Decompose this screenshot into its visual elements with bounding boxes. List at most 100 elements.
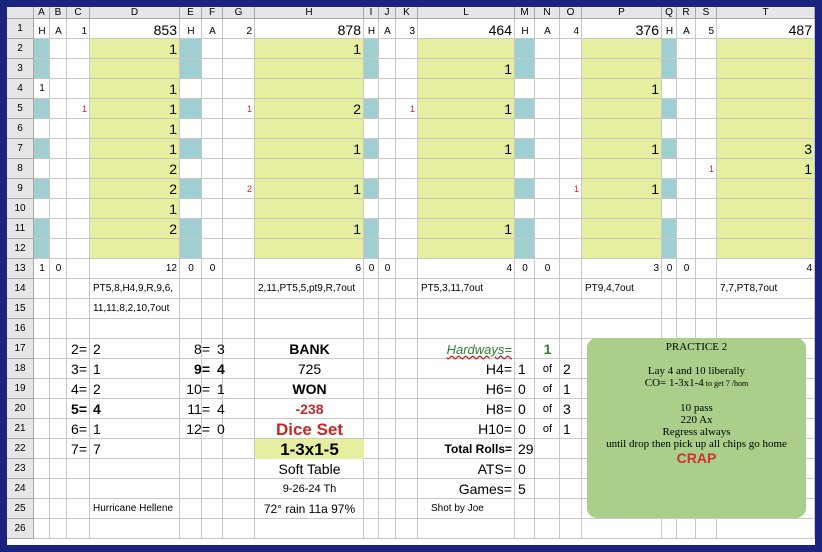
cell[interactable] bbox=[34, 39, 50, 59]
cell[interactable] bbox=[180, 319, 202, 339]
cell[interactable] bbox=[223, 319, 255, 339]
cell[interactable] bbox=[34, 99, 50, 119]
cell[interactable] bbox=[180, 179, 202, 199]
cell[interactable] bbox=[364, 19, 379, 39]
cell[interactable] bbox=[560, 439, 582, 459]
cell[interactable] bbox=[560, 199, 582, 219]
cell[interactable] bbox=[90, 499, 180, 519]
cell[interactable] bbox=[535, 399, 560, 419]
cell[interactable] bbox=[560, 219, 582, 239]
cell[interactable] bbox=[223, 479, 255, 499]
cell[interactable] bbox=[396, 99, 418, 119]
column-header-n[interactable]: N bbox=[535, 7, 560, 19]
cell[interactable] bbox=[515, 339, 535, 359]
cell[interactable] bbox=[396, 339, 418, 359]
cell[interactable] bbox=[223, 79, 255, 99]
cell[interactable] bbox=[582, 119, 662, 139]
cell[interactable] bbox=[364, 399, 379, 419]
cell[interactable] bbox=[582, 59, 662, 79]
row-header-21[interactable]: 21 bbox=[7, 419, 34, 439]
cell[interactable] bbox=[379, 139, 396, 159]
cell[interactable] bbox=[418, 219, 515, 239]
cell[interactable] bbox=[34, 339, 50, 359]
cell[interactable] bbox=[364, 199, 379, 219]
cell[interactable] bbox=[90, 519, 180, 539]
cell[interactable] bbox=[67, 499, 90, 519]
cell[interactable] bbox=[379, 439, 396, 459]
column-header-c[interactable]: C bbox=[67, 7, 90, 19]
cell[interactable] bbox=[677, 119, 696, 139]
cell[interactable] bbox=[202, 319, 223, 339]
cell[interactable] bbox=[90, 419, 180, 439]
cell[interactable] bbox=[202, 159, 223, 179]
cell[interactable] bbox=[90, 319, 180, 339]
cell[interactable] bbox=[515, 139, 535, 159]
row-header-15[interactable]: 15 bbox=[7, 299, 34, 319]
cell[interactable] bbox=[50, 239, 67, 259]
cell[interactable] bbox=[67, 519, 90, 539]
cell[interactable] bbox=[396, 239, 418, 259]
cell[interactable] bbox=[418, 399, 515, 419]
cell[interactable] bbox=[379, 159, 396, 179]
row-header-10[interactable]: 10 bbox=[7, 199, 34, 219]
cell[interactable] bbox=[90, 259, 180, 279]
cell[interactable] bbox=[50, 399, 67, 419]
cell[interactable] bbox=[67, 439, 90, 459]
cell[interactable] bbox=[34, 139, 50, 159]
cell[interactable] bbox=[515, 399, 535, 419]
cell[interactable] bbox=[379, 239, 396, 259]
cell[interactable] bbox=[560, 119, 582, 139]
cell[interactable] bbox=[560, 519, 582, 539]
cell[interactable] bbox=[34, 19, 50, 39]
cell[interactable] bbox=[560, 419, 582, 439]
column-header-a[interactable]: A bbox=[34, 7, 50, 19]
cell[interactable] bbox=[255, 59, 364, 79]
cell[interactable] bbox=[396, 119, 418, 139]
cell[interactable] bbox=[50, 519, 67, 539]
cell[interactable] bbox=[396, 179, 418, 199]
cell[interactable] bbox=[582, 319, 662, 339]
cell[interactable] bbox=[67, 419, 90, 439]
cell[interactable] bbox=[90, 179, 180, 199]
cell[interactable] bbox=[418, 99, 515, 119]
cell[interactable] bbox=[223, 59, 255, 79]
cell[interactable] bbox=[535, 179, 560, 199]
cell[interactable] bbox=[662, 279, 677, 299]
cell[interactable] bbox=[535, 499, 560, 519]
cell[interactable] bbox=[560, 139, 582, 159]
row-header-8[interactable]: 8 bbox=[7, 159, 34, 179]
cell[interactable] bbox=[662, 159, 677, 179]
cell[interactable] bbox=[396, 139, 418, 159]
cell[interactable] bbox=[364, 419, 379, 439]
cell[interactable] bbox=[67, 39, 90, 59]
cell[interactable] bbox=[582, 19, 662, 39]
row-header-20[interactable]: 20 bbox=[7, 399, 34, 419]
cell[interactable] bbox=[418, 519, 515, 539]
column-header-e[interactable]: E bbox=[180, 7, 202, 19]
cell[interactable] bbox=[515, 439, 535, 459]
cell[interactable] bbox=[560, 319, 582, 339]
cell[interactable] bbox=[717, 19, 815, 39]
cell[interactable] bbox=[677, 279, 696, 299]
cell[interactable] bbox=[223, 519, 255, 539]
cell[interactable] bbox=[90, 279, 180, 299]
cell[interactable] bbox=[717, 499, 815, 519]
cell[interactable] bbox=[379, 199, 396, 219]
cell[interactable] bbox=[535, 139, 560, 159]
cell[interactable] bbox=[34, 359, 50, 379]
cell[interactable] bbox=[90, 379, 180, 399]
cell[interactable] bbox=[379, 279, 396, 299]
cell[interactable] bbox=[364, 179, 379, 199]
cell[interactable] bbox=[535, 99, 560, 119]
cell[interactable] bbox=[34, 299, 50, 319]
cell[interactable] bbox=[364, 119, 379, 139]
cell[interactable] bbox=[662, 59, 677, 79]
cell[interactable] bbox=[202, 479, 223, 499]
cell[interactable] bbox=[364, 339, 379, 359]
cell[interactable] bbox=[50, 499, 67, 519]
cell[interactable] bbox=[364, 499, 379, 519]
cell[interactable] bbox=[67, 19, 90, 39]
cell[interactable] bbox=[696, 199, 717, 219]
cell[interactable] bbox=[34, 179, 50, 199]
row-header-11[interactable]: 11 bbox=[7, 219, 34, 239]
